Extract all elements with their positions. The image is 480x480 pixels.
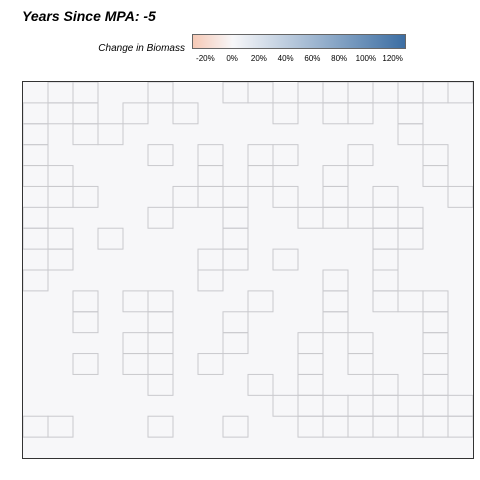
legend-tick-label: 100% bbox=[355, 54, 377, 63]
mpa-cell bbox=[272, 144, 299, 167]
mpa-cell bbox=[147, 206, 174, 229]
legend-tick-label: 120% bbox=[382, 54, 403, 63]
mpa-cell bbox=[272, 185, 299, 208]
legend-tick-label: 60% bbox=[304, 54, 321, 63]
mpa-cell bbox=[147, 415, 174, 438]
mpa-cell bbox=[122, 102, 149, 125]
legend-color-bar bbox=[192, 34, 406, 49]
legend-tick-label: -20% bbox=[196, 54, 215, 63]
mpa-cell bbox=[247, 290, 274, 313]
mpa-cell bbox=[172, 102, 199, 125]
mpa-cell bbox=[397, 227, 424, 250]
mpa-cell bbox=[397, 123, 424, 146]
mpa-cell bbox=[47, 248, 74, 271]
legend-tick-label: 0% bbox=[226, 54, 238, 63]
mpa-cell bbox=[422, 165, 449, 187]
mpa-cell bbox=[222, 248, 249, 271]
legend-title: Change in Biomass bbox=[98, 43, 185, 54]
chart-title: Years Since MPA: -5 bbox=[22, 8, 156, 24]
legend-tick-label: 20% bbox=[250, 54, 267, 63]
legend-tick-labels: -20% 0% 20% 40% 60% 80% 100% 120% bbox=[192, 54, 406, 68]
mpa-cell bbox=[347, 102, 374, 125]
mpa-cell bbox=[322, 311, 349, 334]
legend-tick-label: 80% bbox=[331, 54, 348, 63]
mpa-cell bbox=[247, 373, 274, 396]
mpa-cell bbox=[97, 123, 124, 146]
mpa-cell bbox=[147, 373, 174, 396]
mpa-cell bbox=[72, 353, 99, 375]
mpa-cell bbox=[197, 353, 224, 375]
mpa-cell bbox=[247, 165, 274, 187]
legend-tick-label: 40% bbox=[277, 54, 294, 63]
mpa-cell bbox=[272, 102, 299, 125]
mpa-cell bbox=[222, 415, 249, 438]
mpa-cell bbox=[347, 144, 374, 167]
mpa-cell bbox=[347, 353, 374, 375]
heatmap-plot bbox=[22, 81, 474, 459]
mpa-cell bbox=[72, 311, 99, 334]
mpa-cell bbox=[147, 144, 174, 167]
mpa-cell bbox=[72, 185, 99, 208]
plot-border bbox=[22, 81, 474, 459]
mpa-cell bbox=[222, 332, 249, 355]
mpa-cell bbox=[272, 248, 299, 271]
mpa-cell bbox=[97, 227, 124, 250]
mpa-cell bbox=[197, 269, 224, 292]
mpa-cell bbox=[47, 415, 74, 438]
